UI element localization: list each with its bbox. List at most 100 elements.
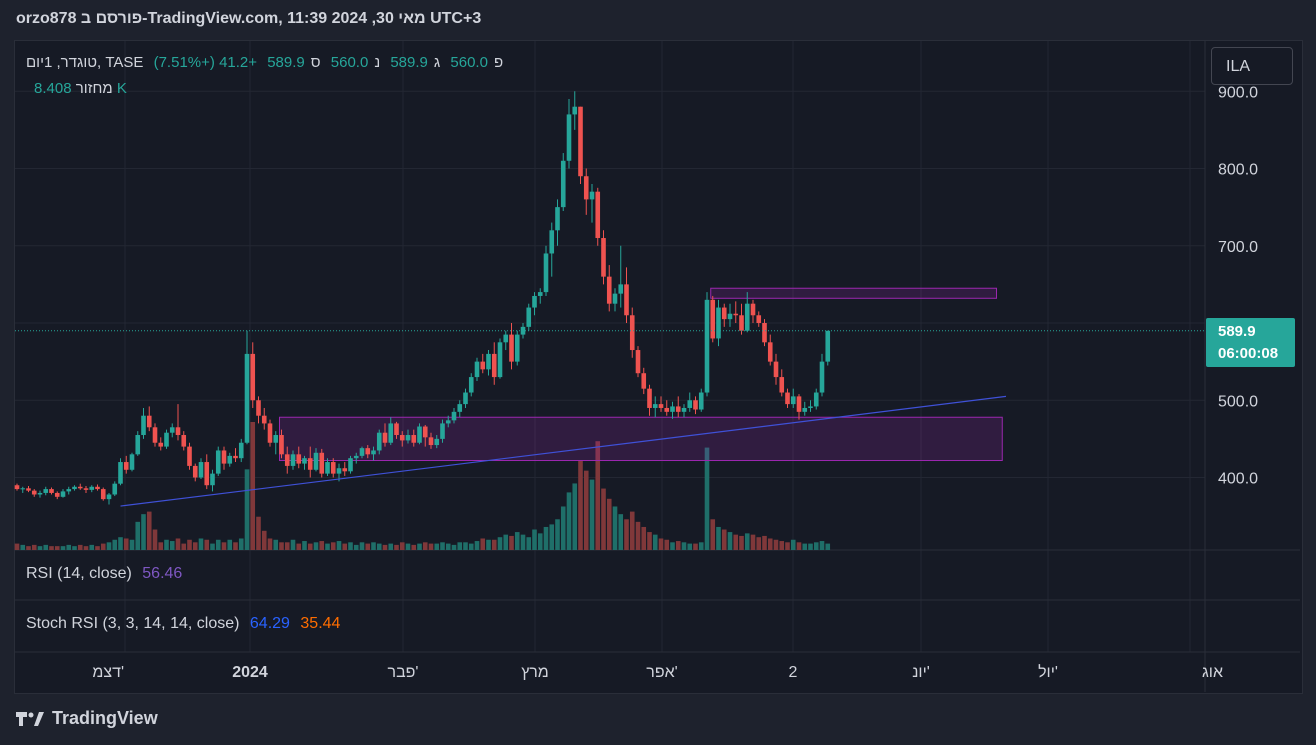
candle-body — [721, 307, 727, 320]
volume-bar — [158, 542, 164, 550]
high-value: 589.9 — [390, 54, 428, 71]
candle — [250, 342, 256, 408]
candle-body — [796, 396, 802, 412]
volume-bar — [152, 529, 158, 550]
candle-body — [290, 454, 296, 466]
volume-bar — [451, 544, 457, 550]
candle-body — [486, 353, 491, 370]
volume-bar — [578, 460, 583, 550]
volume-bar — [440, 542, 445, 550]
candle-body — [152, 427, 158, 443]
candle — [175, 404, 181, 441]
candle-body — [463, 392, 468, 405]
candle — [302, 455, 307, 470]
candle-body — [457, 404, 463, 412]
candle-body — [687, 400, 693, 408]
volume-bar — [388, 543, 394, 550]
rsi-legend[interactable]: RSI (14, close) 56.46 — [26, 565, 182, 583]
candle-body — [675, 406, 681, 412]
candle — [261, 407, 267, 430]
volume-bar — [635, 521, 641, 550]
candle-body — [773, 361, 779, 378]
candle — [54, 491, 60, 500]
volume-bar — [555, 519, 560, 550]
volume-bar — [330, 542, 336, 550]
candle-body — [238, 442, 244, 459]
candle-body — [123, 462, 129, 470]
candle-body — [808, 406, 813, 408]
volume-bar — [767, 538, 773, 550]
candle — [526, 303, 532, 331]
price-tick-label: 500.0 — [1218, 393, 1258, 410]
candle — [578, 106, 583, 184]
volume-bar — [66, 544, 72, 550]
rsi-value: 56.46 — [142, 565, 183, 582]
candle — [549, 222, 555, 277]
candle-body — [744, 303, 750, 331]
volume-bar — [716, 526, 721, 550]
candle-body — [750, 303, 756, 316]
volume-bar — [106, 542, 112, 550]
candle — [497, 338, 503, 379]
volume-bar — [560, 506, 566, 550]
volume-bar — [336, 541, 342, 550]
candle-body — [215, 450, 221, 474]
candle — [566, 98, 572, 169]
volume-bar — [480, 538, 486, 550]
candle — [20, 486, 26, 493]
candle-body — [129, 454, 135, 470]
volume-bar — [647, 532, 652, 550]
candle-body — [112, 483, 118, 495]
candle — [146, 406, 152, 432]
volume-bar — [256, 516, 261, 550]
candle — [572, 91, 578, 130]
candle — [457, 400, 463, 418]
candle-body — [181, 435, 187, 447]
candle-body — [388, 423, 394, 443]
candle-body — [670, 406, 675, 412]
candle-body — [497, 342, 503, 378]
candle — [773, 353, 779, 385]
candle-body — [618, 284, 624, 294]
candle — [273, 431, 279, 455]
candle — [336, 463, 342, 482]
candle — [89, 485, 95, 493]
candle-body — [681, 407, 687, 412]
candle-body — [428, 437, 434, 446]
candle — [244, 330, 250, 445]
candle-body — [342, 468, 348, 472]
volume-bar — [89, 544, 95, 550]
candle — [169, 423, 175, 438]
candle-body — [77, 486, 83, 489]
candle — [49, 487, 54, 495]
candle — [284, 446, 290, 474]
volume-bar — [284, 542, 290, 550]
open-value: 560.0 — [450, 54, 488, 71]
candle-body — [601, 238, 606, 277]
volume-bar — [279, 542, 284, 550]
currency-button[interactable]: ILA — [1211, 47, 1293, 85]
stoch-rsi-legend[interactable]: Stoch RSI (3, 3, 14, 14, close) 64.29 35… — [26, 615, 340, 633]
candle-body — [560, 160, 566, 208]
candle — [779, 369, 785, 397]
candle-body — [411, 435, 417, 443]
candle — [664, 400, 670, 416]
candle — [198, 458, 204, 480]
candle — [641, 367, 647, 395]
candle-body — [49, 489, 54, 493]
candle — [422, 424, 428, 447]
candle-body — [210, 473, 215, 486]
candle — [825, 330, 831, 366]
volume-bar — [641, 526, 647, 550]
symbol-name[interactable]: טוגדר, 1יום, TASE — [26, 54, 144, 71]
symbol-legend: טוגדר, 1יום, TASE פ 560.0 ג 589.9 נ 560.0 ס… — [26, 54, 509, 71]
volume-legend: מחזור 8.408 K — [26, 80, 127, 97]
candle — [365, 445, 371, 459]
candle-body — [37, 492, 43, 495]
candle — [463, 388, 468, 408]
candle-body — [348, 458, 353, 472]
candle-body — [509, 334, 514, 362]
tradingview-logo[interactable]: TradingView — [16, 708, 158, 729]
chart-panel[interactable] — [14, 40, 1303, 694]
